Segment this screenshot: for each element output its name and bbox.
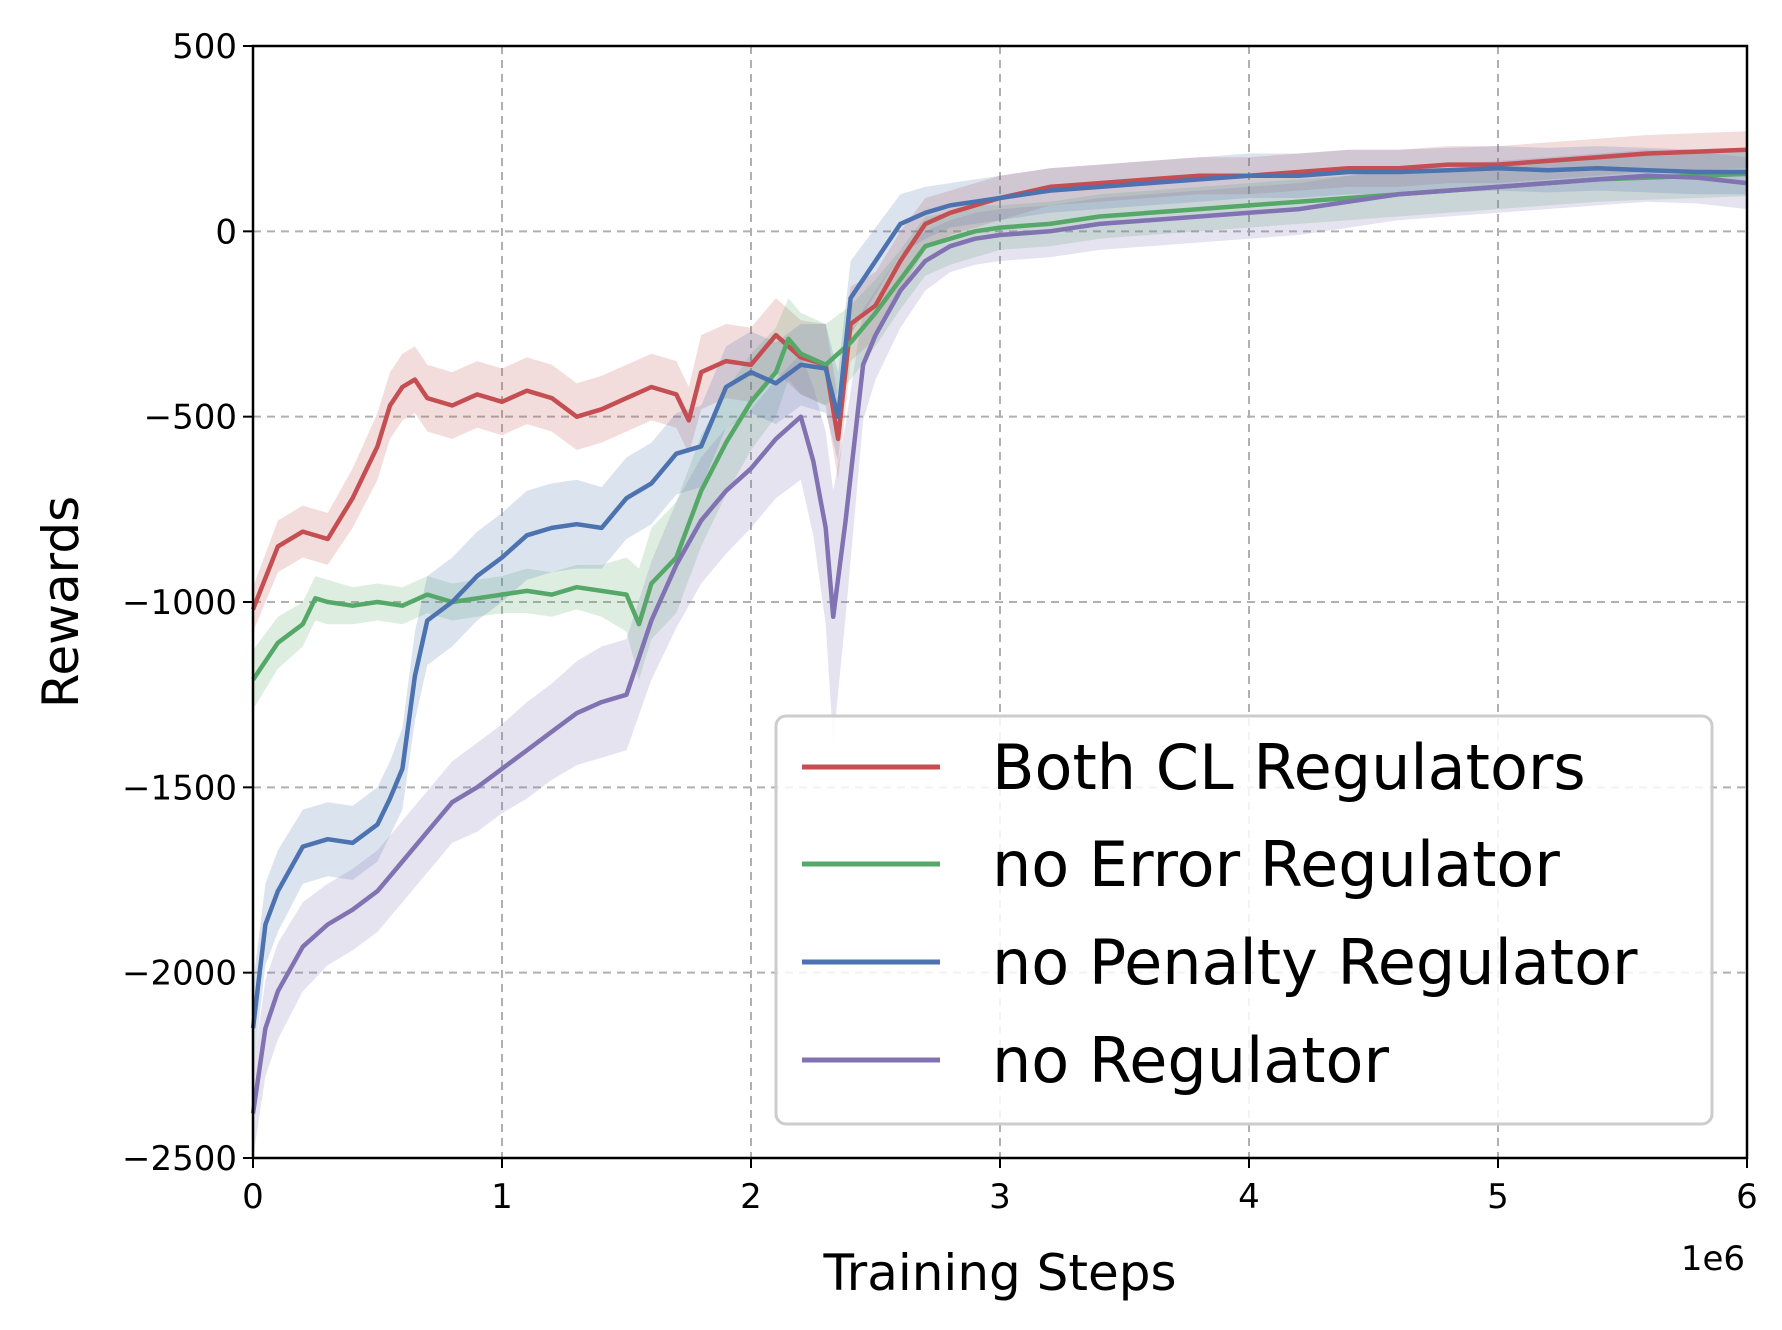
x-tick-label: 3 [989,1177,1011,1217]
x-tick-label: 0 [242,1177,264,1217]
x-tick-label: 5 [1487,1177,1509,1217]
y-axis-ticks: 500 0 −500 −1000 −1500 −2000 −2500 [122,27,253,1179]
x-tick-label: 6 [1736,1177,1758,1217]
x-axis-offset-label: 1e6 [1681,1239,1745,1279]
y-tick-label: −2500 [122,1139,237,1179]
series-line-no-regulator [250,173,1748,1114]
x-axis-title: Training Steps [822,1244,1176,1302]
x-tick-label: 4 [1238,1177,1260,1217]
series-lines [250,147,1748,1114]
legend-label-no-penalty-regulator: no Penalty Regulator [992,926,1638,999]
x-tick-label: 2 [740,1177,762,1217]
y-tick-label: −500 [144,398,237,438]
legend-label-both-cl-regulators: Both CL Regulators [992,731,1586,804]
y-tick-label: −2000 [122,954,237,994]
series-line-both-cl-regulators [250,147,1748,611]
x-tick-label: 1 [491,1177,513,1217]
y-axis-title: Rewards [32,496,90,708]
legend-label-no-error-regulator: no Error Regulator [992,828,1560,901]
y-tick-label: 500 [172,27,237,67]
band-both-cl-regulators [253,131,1747,632]
y-tick-label: −1000 [122,583,237,623]
legend: Both CL Regulators no Error Regulator no… [774,714,1714,1126]
series-line-no-error-regulator [251,171,1748,682]
confidence-bands [253,131,1747,1159]
y-tick-label: −1500 [122,768,237,808]
y-tick-label: 0 [215,212,237,252]
legend-box [774,714,1714,1126]
x-axis-ticks: 0 1 2 3 4 5 6 [242,1158,1758,1217]
series-line-no-penalty-regulator [250,166,1747,1029]
band-no-error-regulator [253,151,1747,710]
legend-label-no-regulator: no Regulator [992,1024,1389,1097]
